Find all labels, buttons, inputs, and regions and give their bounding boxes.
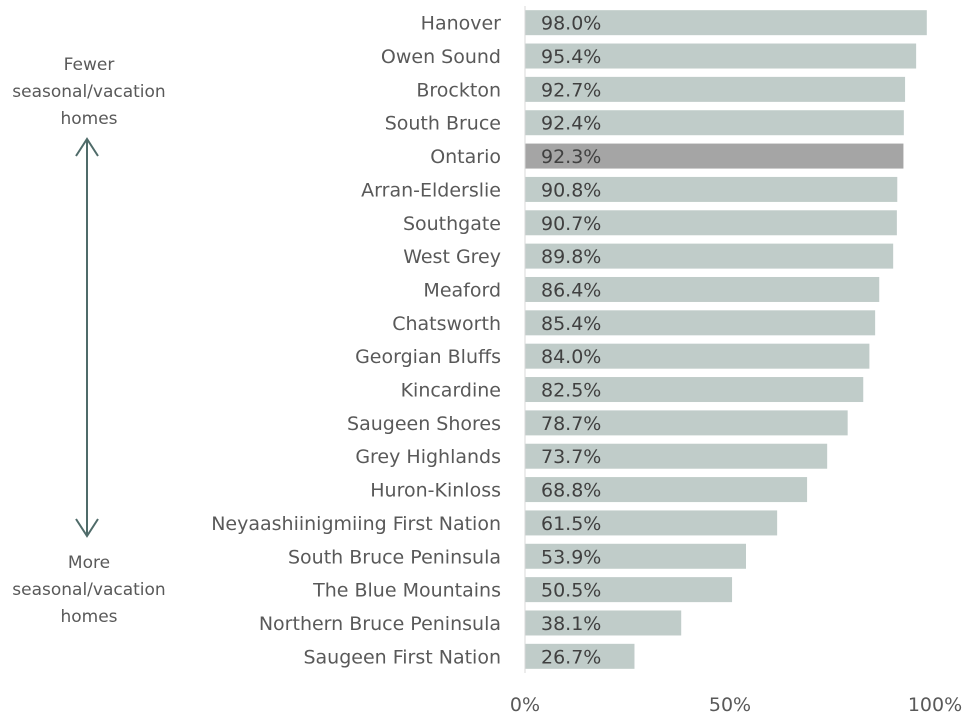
bar-south-bruce: [525, 110, 904, 136]
bar-west-grey: [525, 243, 894, 269]
value-label-kincardine: 82.5%: [541, 380, 601, 402]
category-label-grey-highlands: Grey Highlands: [355, 446, 501, 468]
value-label-grey-highlands: 73.7%: [541, 446, 601, 468]
annotation-top-line-1: Fewer: [64, 55, 115, 75]
category-label-the-blue-mountains: The Blue Mountains: [312, 580, 501, 602]
value-label-saugeen-first-nation: 26.7%: [541, 646, 601, 668]
category-label-west-grey: West Grey: [403, 246, 501, 268]
category-label-hanover: Hanover: [421, 13, 502, 35]
value-label-meaford: 86.4%: [541, 279, 601, 301]
category-label-arran-elderslie: Arran-Elderslie: [361, 179, 501, 201]
x-tick-label-100: 100%: [908, 694, 962, 716]
bar-brockton: [525, 76, 906, 102]
category-label-southgate: Southgate: [403, 213, 501, 235]
category-label-owen-sound: Owen Sound: [381, 46, 501, 68]
bar-meaford: [525, 276, 880, 302]
value-label-west-grey: 89.8%: [541, 246, 601, 268]
bar-arran-elderslie: [525, 176, 898, 202]
annotation-top-line-2: seasonal/vacation: [12, 82, 165, 102]
bar-southgate: [525, 210, 897, 236]
bar-neyaashiinigmiing-first-nation: [525, 510, 778, 536]
annotation-bottom-line-2: seasonal/vacation: [12, 580, 165, 600]
bar-saugeen-first-nation: [525, 643, 635, 669]
value-label-chatsworth: 85.4%: [541, 313, 601, 335]
bar-grey-highlands: [525, 443, 828, 469]
bar-south-bruce-peninsula: [525, 543, 746, 569]
arrow-up-icon: [75, 137, 99, 157]
bar-chatsworth: [525, 310, 876, 336]
bar-the-blue-mountains: [525, 577, 733, 603]
value-label-georgian-bluffs: 84.0%: [541, 346, 601, 368]
bar-hanover: [525, 10, 927, 36]
x-tick-label-50: 50%: [709, 694, 751, 716]
category-label-saugeen-shores: Saugeen Shores: [347, 413, 501, 435]
bar-saugeen-shores: [525, 410, 848, 436]
value-label-arran-elderslie: 90.8%: [541, 179, 601, 201]
category-label-northern-bruce-peninsula: Northern Bruce Peninsula: [259, 613, 501, 635]
value-label-south-bruce: 92.4%: [541, 113, 601, 135]
category-label-neyaashiinigmiing-first-nation: Neyaashiinigmiing First Nation: [211, 513, 501, 535]
value-label-the-blue-mountains: 50.5%: [541, 580, 601, 602]
category-label-huron-kinloss: Huron-Kinloss: [370, 480, 501, 502]
annotation-top-line-3: homes: [60, 109, 117, 129]
category-label-brockton: Brockton: [416, 79, 501, 101]
annotation-bottom-line-3: homes: [60, 607, 117, 627]
category-label-ontario: Ontario: [430, 146, 501, 168]
category-label-south-bruce-peninsula: South Bruce Peninsula: [288, 546, 501, 568]
value-label-huron-kinloss: 68.8%: [541, 480, 601, 502]
bar-kincardine: [525, 377, 864, 403]
value-label-hanover: 98.0%: [541, 13, 601, 35]
arrow-down-icon: [75, 518, 99, 538]
value-label-south-bruce-peninsula: 53.9%: [541, 546, 601, 568]
x-tick-label-0: 0%: [510, 694, 540, 716]
value-label-saugeen-shores: 78.7%: [541, 413, 601, 435]
bar-georgian-bluffs: [525, 343, 870, 369]
category-label-kincardine: Kincardine: [401, 380, 501, 402]
bar-northern-bruce-peninsula: [525, 610, 682, 636]
category-label-georgian-bluffs: Georgian Bluffs: [355, 346, 501, 368]
category-label-south-bruce: South Bruce: [385, 113, 501, 135]
value-label-neyaashiinigmiing-first-nation: 61.5%: [541, 513, 601, 535]
category-label-meaford: Meaford: [423, 279, 501, 301]
bar-owen-sound: [525, 43, 917, 69]
scale-annotation: Fewer seasonal/vacation homes More seaso…: [12, 55, 165, 627]
value-label-northern-bruce-peninsula: 38.1%: [541, 613, 601, 635]
value-label-owen-sound: 95.4%: [541, 46, 601, 68]
category-label-saugeen-first-nation: Saugeen First Nation: [303, 646, 501, 668]
category-label-chatsworth: Chatsworth: [392, 313, 501, 335]
bar-ontario: [525, 143, 904, 169]
value-label-brockton: 92.7%: [541, 79, 601, 101]
annotation-bottom-line-1: More: [68, 553, 110, 573]
value-label-ontario: 92.3%: [541, 146, 601, 168]
bar-huron-kinloss: [525, 477, 808, 503]
value-label-southgate: 90.7%: [541, 213, 601, 235]
